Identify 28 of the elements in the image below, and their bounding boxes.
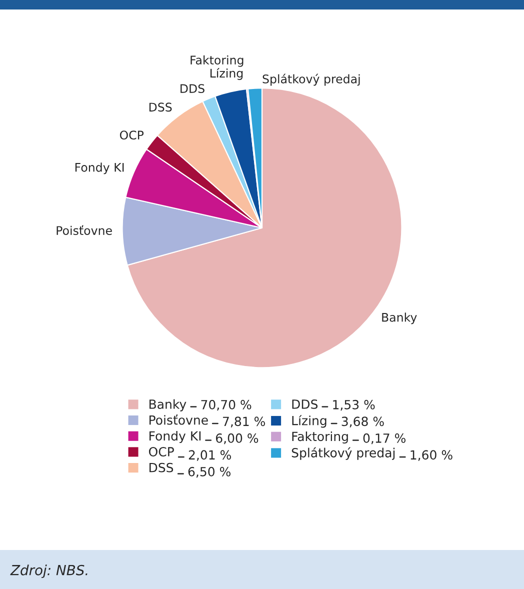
legend-label: Fondy KI bbox=[150, 430, 201, 444]
slice-label: Lízing bbox=[210, 68, 243, 80]
slice-label: Banky bbox=[382, 312, 417, 324]
legend-label: DSS bbox=[150, 462, 174, 472]
text: Zdroj: NBS. bbox=[10, 564, 88, 578]
data-label: 3,68 % bbox=[342, 416, 384, 428]
data-label: 1,53 % bbox=[333, 400, 375, 411]
slice-label: Fondy KI bbox=[75, 162, 124, 174]
legend-label: OCP bbox=[148, 447, 174, 456]
slice-label: Splátkový predaj bbox=[262, 74, 360, 86]
legend-label: DDS bbox=[292, 399, 318, 409]
slice-label: DDS bbox=[180, 84, 204, 94]
legend-label: Splátkový predaj bbox=[292, 447, 395, 460]
legend-label: Banky bbox=[150, 399, 186, 412]
slice-label: Faktoring bbox=[190, 55, 244, 67]
data-label: 6,50 % bbox=[188, 466, 230, 478]
data-label: 2,01 % bbox=[188, 450, 231, 461]
slice-label: Poisťovne bbox=[56, 225, 112, 235]
data-label: 1,60 % bbox=[410, 450, 452, 461]
data-label: 7,81 % bbox=[223, 416, 265, 428]
data-label: 0,17 % bbox=[363, 433, 406, 444]
legend-label: Lízing bbox=[292, 415, 326, 428]
legend-label: Faktoring bbox=[292, 431, 348, 444]
data-label: 6,00 % bbox=[216, 433, 258, 444]
slice-label: OCP bbox=[120, 130, 144, 140]
legend-label: Poisťovne bbox=[150, 414, 208, 425]
data-label: 70,70 % bbox=[201, 400, 252, 411]
slice-label: DSS bbox=[149, 102, 172, 112]
